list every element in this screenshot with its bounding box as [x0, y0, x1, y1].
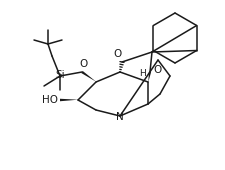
Polygon shape [148, 72, 151, 82]
Text: HO: HO [42, 95, 58, 105]
Text: Si: Si [55, 70, 65, 80]
Polygon shape [81, 71, 96, 82]
Text: O: O [113, 49, 121, 59]
Text: O: O [153, 65, 161, 75]
Text: O: O [79, 59, 87, 69]
Text: N: N [116, 112, 124, 122]
Polygon shape [60, 99, 78, 101]
Text: H: H [139, 69, 145, 78]
